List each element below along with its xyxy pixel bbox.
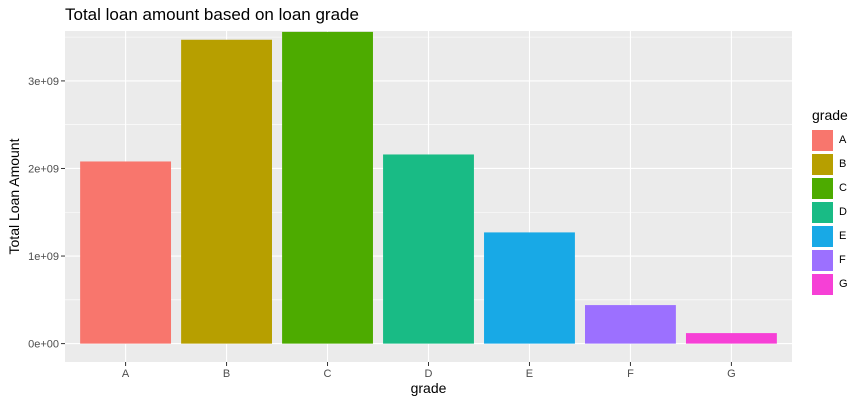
bar-f [585, 305, 676, 344]
legend-label: F [839, 254, 846, 266]
x-tick-label: D [425, 368, 433, 380]
legend-item-d: D [812, 200, 848, 224]
y-tick-label: 1e+09 [28, 251, 59, 263]
legend-key [812, 273, 833, 295]
legend-item-g: G [812, 272, 848, 296]
x-tick-label: E [526, 368, 533, 380]
bar-d [383, 154, 474, 344]
bar-a [80, 161, 172, 344]
bar-g [685, 333, 777, 344]
legend-item-e: E [812, 224, 848, 248]
legend-key [812, 177, 833, 199]
x-tick-label: B [223, 368, 230, 380]
legend-label: B [839, 158, 847, 170]
legend-label: C [839, 182, 847, 194]
y-axis-title: Total Loan Amount [6, 138, 22, 254]
bar-b [181, 39, 272, 344]
x-tick-label: C [324, 368, 332, 380]
x-axis-title: grade [411, 380, 447, 396]
legend-key [812, 249, 833, 271]
legend-key [812, 153, 833, 175]
legend-item-b: B [812, 152, 848, 176]
legend-key [812, 201, 833, 223]
legend-key [812, 225, 833, 247]
legend-item-f: F [812, 248, 848, 272]
y-tick-label: 2e+09 [28, 163, 59, 175]
chart-title: Total loan amount based on loan grade [65, 5, 359, 24]
x-axis-ticks: A B C D E F G [122, 362, 736, 380]
legend-item-c: C [812, 176, 848, 200]
y-tick-label: 0e+00 [28, 339, 59, 351]
legend-label: G [839, 278, 848, 290]
legend-title: grade [812, 107, 848, 123]
bar-e [484, 232, 575, 344]
legend-item-a: A [812, 128, 848, 152]
x-tick-label: A [122, 368, 130, 380]
bars-group [80, 31, 777, 344]
legend-label: A [839, 134, 847, 146]
legend-label: D [839, 206, 847, 218]
bar-c [282, 31, 373, 344]
legend-label: E [839, 230, 847, 242]
legend-key [812, 129, 833, 151]
y-axis-ticks: 0e+00 1e+09 2e+09 3e+09 [28, 76, 65, 351]
y-tick-label: 3e+09 [28, 76, 59, 88]
x-tick-label: G [727, 368, 736, 380]
x-tick-label: F [627, 368, 634, 380]
